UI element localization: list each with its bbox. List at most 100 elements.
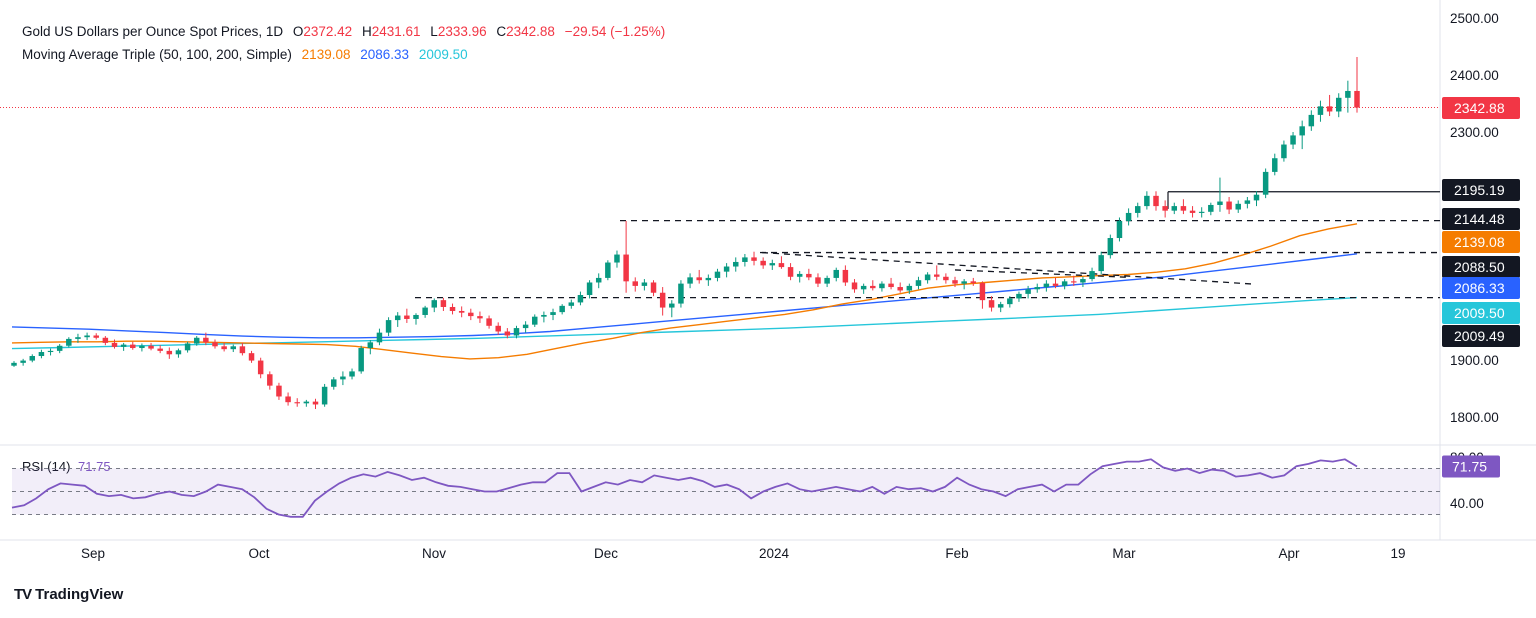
candle-body (742, 257, 748, 262)
close-value: C2342.88 (496, 24, 555, 39)
candle-body (824, 277, 830, 284)
candle-body (458, 310, 465, 313)
candle-body (148, 345, 154, 349)
candle-body (1217, 201, 1223, 205)
ma-legend: Moving Average Triple (50, 100, 200, Sim… (22, 47, 474, 62)
candle-body (1226, 201, 1232, 210)
candle-body (632, 281, 638, 286)
candle-body (193, 337, 200, 344)
trendline-1 (761, 251, 1256, 285)
candle-body (1016, 293, 1022, 299)
candle-body (659, 292, 666, 308)
candle-body (239, 346, 246, 354)
ma100-value: 2086.33 (360, 47, 410, 62)
candle-body (184, 343, 191, 351)
candle-body (1125, 212, 1132, 221)
candle-body (815, 277, 821, 284)
candle-body (1071, 281, 1077, 283)
candle-body (166, 350, 173, 355)
candle-body (413, 314, 419, 319)
candle-body (961, 281, 967, 284)
candle-body (312, 401, 319, 405)
candle-body (650, 282, 657, 293)
candle-body (714, 271, 721, 278)
candle-body (796, 273, 803, 277)
x-tick-label: Feb (945, 546, 968, 561)
candle-body (93, 335, 99, 338)
candle-body (1043, 283, 1050, 288)
candle-body (404, 315, 410, 319)
rsi-tag-bg (1442, 455, 1500, 478)
candle-body (385, 320, 392, 333)
ma-label: Moving Average Triple (50, 100, 200, Sim… (22, 47, 292, 62)
candle-body (29, 356, 36, 361)
ma200-value: 2009.50 (418, 47, 468, 62)
candle-body (733, 261, 739, 267)
candle-body (1272, 158, 1278, 172)
candle-body (212, 342, 218, 347)
candle-body (1354, 90, 1360, 108)
ma50-line (11, 223, 1358, 360)
candle-body (1107, 238, 1114, 256)
ma100-tag-bg (1442, 277, 1520, 299)
candle-body (294, 402, 300, 404)
candle-body (605, 262, 611, 278)
candle-body (1116, 220, 1123, 239)
candle-body (47, 350, 54, 353)
candle-body (84, 335, 90, 338)
ma50-tag-bg (1442, 231, 1520, 253)
candle-body (532, 316, 538, 325)
candle-body (1034, 287, 1040, 290)
candle-body (897, 287, 903, 291)
candle-body (1153, 195, 1159, 207)
candle-body (440, 300, 447, 307)
last-price-tag-bg (1442, 97, 1520, 119)
candle-body (1162, 206, 1168, 211)
tradingview-logo[interactable]: TV TradingView (14, 586, 123, 603)
candle-body (303, 401, 310, 404)
rsi-legend: RSI (14) 71.75 (22, 459, 111, 474)
rsi-tag: 71.75 (1452, 458, 1487, 474)
x-tick-label: 2024 (759, 546, 790, 561)
candle-body (1235, 203, 1241, 210)
candle-body (943, 276, 949, 281)
candle-body (952, 280, 958, 284)
candle-body (778, 263, 785, 268)
y-tick-label: 2500.00 (1450, 11, 1499, 26)
candle-body (541, 314, 547, 317)
rsi-tick-label: 40.00 (1450, 496, 1484, 511)
candle-body (1326, 106, 1333, 112)
level-tag-2144-bg (1442, 208, 1520, 230)
candle-body (376, 332, 383, 343)
level-tag-2195: 2195.19 (1454, 182, 1505, 198)
x-tick-label: Nov (422, 546, 446, 561)
x-tick-label: Sep (81, 546, 105, 561)
candle-body (1345, 90, 1351, 98)
candle-body (879, 283, 885, 289)
candle-body (705, 277, 712, 281)
candle-body (1290, 135, 1296, 145)
candle-body (1144, 195, 1150, 207)
ma200-tag: 2009.50 (1454, 305, 1505, 321)
candle-body (1061, 281, 1068, 286)
candle-body (203, 337, 209, 343)
candle-body (331, 379, 337, 387)
candle-body (696, 277, 702, 281)
candle-body (221, 346, 227, 350)
candle-body (267, 374, 273, 386)
candle-body (623, 254, 629, 282)
tradingview-logo-icon: TV (14, 586, 32, 603)
candle-body (769, 263, 776, 266)
candle-body (1080, 279, 1086, 283)
candle-body (1244, 200, 1251, 204)
candle-body (75, 337, 81, 339)
candle-body (559, 305, 565, 313)
open-value: O2372.42 (292, 24, 353, 39)
candle-body (1317, 106, 1324, 115)
candle-body (468, 312, 474, 317)
ma100-line (11, 253, 1358, 339)
candle-body (139, 345, 145, 349)
candle-body (851, 282, 858, 290)
candle-body (550, 312, 556, 315)
